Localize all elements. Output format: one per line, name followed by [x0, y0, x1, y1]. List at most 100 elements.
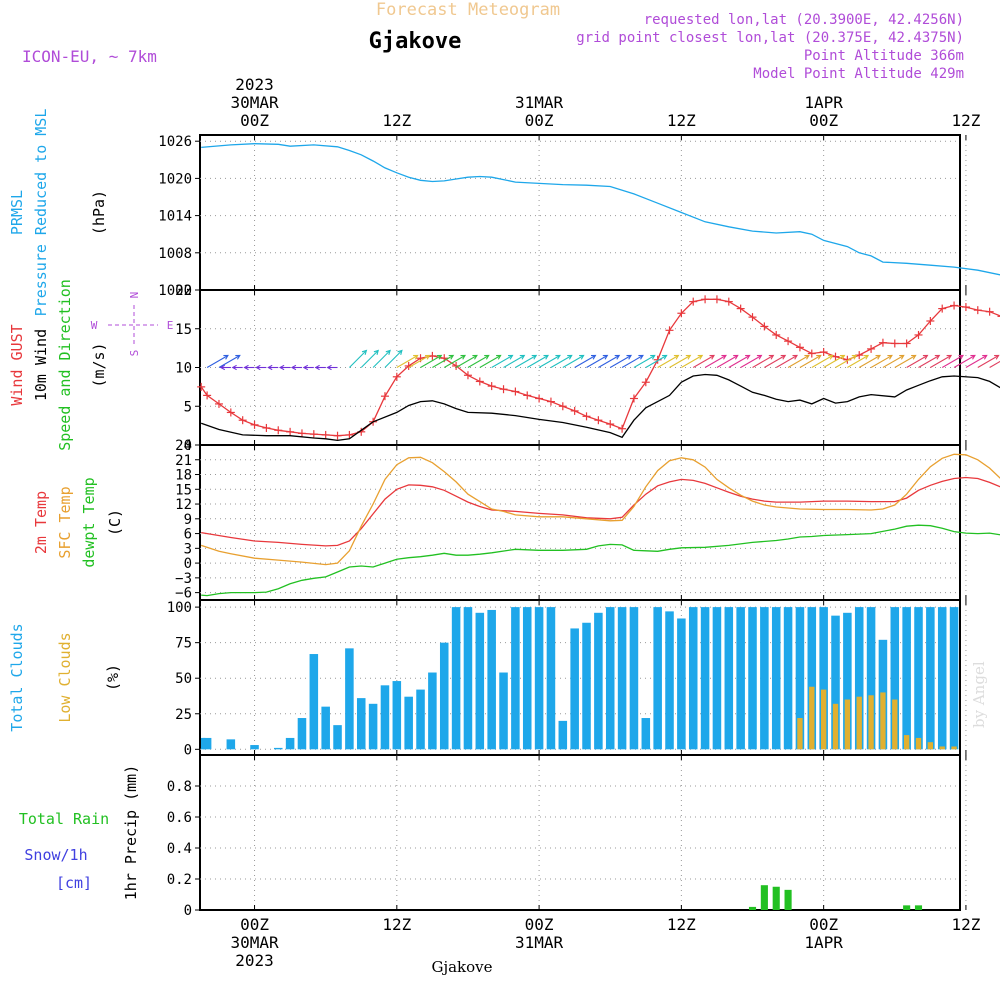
time-label-bottom: 30MAR [230, 933, 279, 952]
panel-label: PRMSL [8, 190, 26, 235]
bar-low-clouds [832, 703, 839, 750]
time-label-top: 00Z [525, 111, 554, 130]
bar-total-clouds [629, 607, 639, 750]
bar-total-clouds [641, 718, 651, 750]
y-tick-label: 50 [175, 671, 192, 687]
bar-low-clouds [868, 695, 874, 750]
y-tick-label: 21 [175, 453, 192, 469]
wind-arrow [443, 354, 466, 368]
bar-total-clouds [416, 689, 425, 750]
gust-marker [309, 430, 318, 439]
gust-marker [902, 339, 911, 348]
wind-arrow [835, 354, 858, 368]
wind-arrow [965, 354, 988, 368]
bar-total-clouds [665, 611, 674, 750]
y-tick-label: 0.2 [167, 872, 192, 888]
bar-total-rain [914, 905, 923, 910]
bar-total-clouds [285, 737, 295, 750]
bar-total-clouds [333, 725, 342, 750]
bar-total-rain [772, 886, 780, 910]
bar-total-clouds [226, 739, 236, 750]
gust-marker [286, 427, 295, 436]
time-label-top: 1APR [804, 93, 843, 112]
y-tick-label: 18 [175, 468, 192, 484]
wind-arrow [858, 354, 881, 368]
wind-arrow [243, 364, 255, 371]
svg-text:E: E [167, 319, 174, 332]
wind-arrow [953, 354, 976, 368]
gust-marker [985, 307, 994, 316]
gust-marker [641, 378, 650, 387]
bar-total-clouds [368, 703, 378, 750]
y-tick-label: 25 [175, 707, 192, 723]
panel-label: dewpt Temp [80, 477, 98, 567]
y-tick-label: 5 [184, 399, 192, 415]
panel-labels: PRMSL Pressure Reduced to MSL (hPa) 2m Temp… [8, 109, 173, 901]
bar-low-clouds [927, 742, 934, 750]
wind-arrow [989, 360, 1000, 368]
wind-arrow [941, 354, 964, 368]
bar-total-clouds [854, 607, 864, 750]
bar-total-clouds [439, 642, 449, 750]
wind-arrow [574, 354, 597, 368]
gust-marker [795, 343, 804, 352]
bar-total-rain [784, 889, 792, 910]
wind-arrow [302, 364, 314, 371]
gust-marker [487, 382, 496, 391]
bar-total-clouds [677, 618, 686, 750]
gust-marker [238, 416, 247, 425]
gust-marker [961, 303, 970, 312]
wind-arrow [231, 364, 243, 371]
bar-total-clouds [712, 607, 722, 750]
y-tick-label: 0 [184, 903, 192, 919]
wind-arrow [290, 364, 302, 371]
requested-coords: requested lon,lat (20.3900E, 42.4256N) [644, 12, 964, 28]
panel-label: Speed and Direction [56, 279, 74, 451]
gust-marker [807, 349, 816, 358]
wind-arrow [598, 354, 621, 368]
wind-arrow [526, 354, 549, 368]
wind-arrow [218, 354, 241, 368]
bar-low-clouds [903, 735, 910, 750]
bar-total-clouds [771, 607, 781, 750]
wind-arrow [455, 354, 478, 368]
time-label-top: 31MAR [515, 93, 564, 112]
bar-low-clouds [844, 699, 851, 750]
panel-label: 2m Temp [32, 491, 50, 554]
bar-total-clouds [297, 718, 307, 750]
panel-label: (C) [106, 509, 124, 536]
gust-marker [511, 387, 520, 396]
wind-arrow [219, 364, 231, 371]
gust-marker [665, 326, 674, 335]
panel-label: Pressure Reduced to MSL [32, 109, 50, 317]
wind-arrow [728, 354, 751, 368]
y-tick-label: 6 [184, 527, 192, 543]
wind-arrow [372, 349, 391, 368]
wind-arrow [267, 364, 279, 371]
bar-total-clouds [546, 607, 556, 750]
panel-label: [cm] [56, 874, 92, 892]
forecast-title: Forecast Meteogram [376, 0, 560, 20]
wind-arrow [799, 354, 822, 368]
wind-arrow [775, 354, 798, 368]
bar-low-clouds [856, 696, 862, 750]
wind-arrow [906, 354, 929, 368]
wind-arrow [586, 354, 609, 368]
gust-marker [629, 394, 638, 403]
panel-label: Low Clouds [56, 632, 74, 722]
bar-low-clouds [797, 718, 803, 750]
wind-arrow [360, 349, 379, 368]
bar-low-clouds [820, 689, 827, 750]
y-tick-label: 10 [175, 361, 192, 377]
bar-total-clouds [250, 745, 259, 750]
panel-label: (hPa) [90, 190, 108, 235]
bar-total-clouds [511, 607, 520, 750]
location-title: Gjakove [369, 29, 462, 54]
wind-arrow [894, 354, 917, 368]
wind-arrow [515, 354, 538, 368]
time-label-top: 00Z [240, 111, 269, 130]
gust-marker [475, 377, 484, 386]
wind-arrow [621, 354, 644, 368]
panel-label: 10m Wind [32, 329, 50, 401]
y-tick-label: 1014 [158, 209, 192, 225]
